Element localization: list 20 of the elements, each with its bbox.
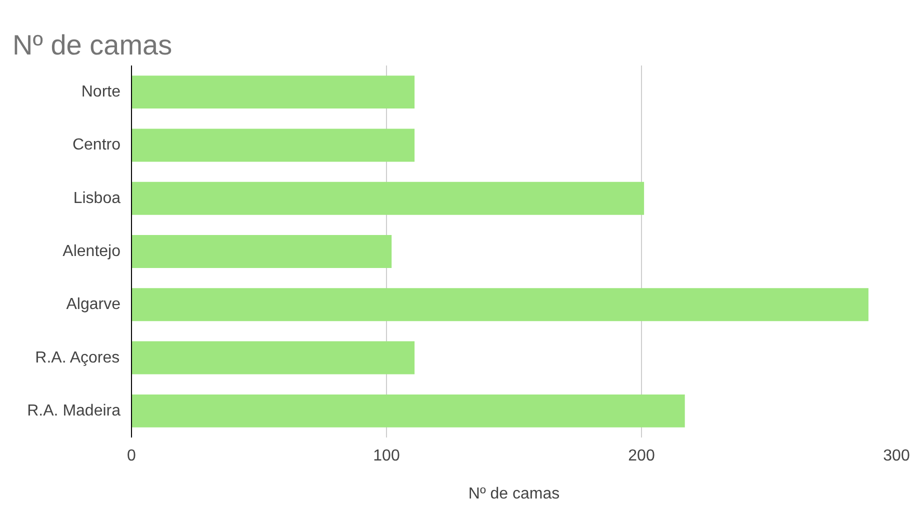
bar [132,76,415,109]
y-tick-label: Algarve [66,296,121,314]
y-tick-label: Lisboa [73,190,121,207]
y-tick-label: Centro [72,136,121,154]
bar [132,235,392,268]
x-tick-label: 100 [373,448,400,464]
x-tick-label: 200 [628,448,655,464]
bar [132,288,868,322]
bar [132,128,415,162]
y-tick-label: R.A. Madeira [27,402,121,420]
x-axis-title: Nº de camas [468,486,560,502]
y-tick-label: R.A. Açores [35,349,120,366]
chart-title: Nº de camas [12,30,172,60]
x-tick-label: 0 [127,448,136,464]
x-tick-label: 300 [883,448,910,464]
bar [132,394,685,428]
bar [132,341,415,374]
y-tick-label: Norte [81,84,121,101]
y-tick-label: Alentejo [62,243,121,260]
bar [132,182,644,215]
